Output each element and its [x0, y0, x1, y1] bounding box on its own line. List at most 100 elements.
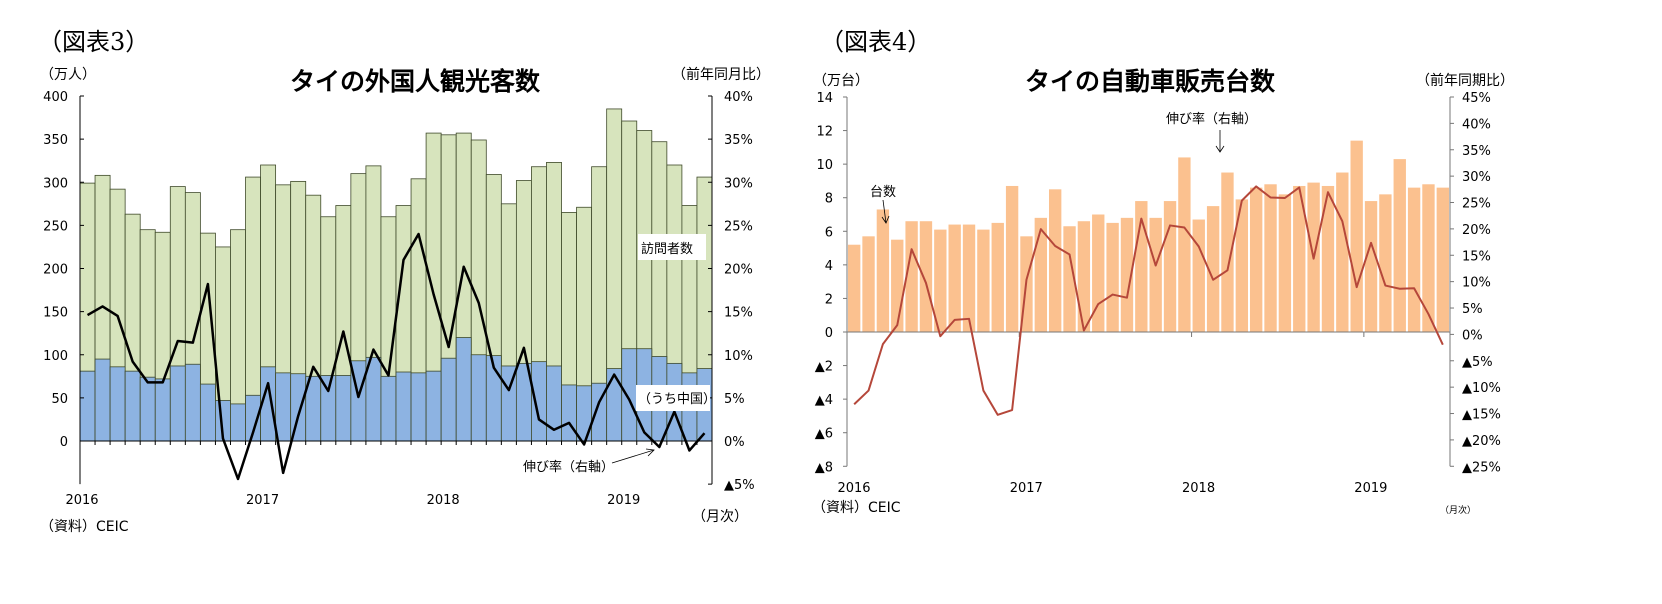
y-tick-label-right: 15% — [1462, 249, 1491, 264]
units-bar — [1178, 157, 1191, 332]
y-tick-label-left: 4 — [825, 259, 833, 274]
units-bar — [977, 229, 990, 332]
y-tick-label-right: ▲10% — [1462, 381, 1501, 396]
units-bar — [1278, 194, 1292, 332]
units-bar — [905, 221, 918, 332]
y-tick-label-left: 14 — [816, 91, 833, 106]
source-note: （資料）CEIC — [40, 519, 129, 535]
units-bar — [1250, 187, 1263, 332]
units-bar — [891, 239, 904, 332]
y-tick-label-right: 25% — [1462, 197, 1491, 212]
x-tick-label: 2019 — [1354, 481, 1387, 496]
units-bar — [962, 224, 976, 332]
units-bar — [1407, 187, 1421, 332]
y-tick-label-right: 10% — [1462, 276, 1491, 291]
china-bar — [184, 363, 201, 442]
growth-line — [86, 232, 706, 481]
y-tick-label-right: 30% — [1462, 170, 1491, 185]
chart-title: タイの外国人観光客数 — [289, 67, 541, 96]
china-bar — [290, 373, 307, 442]
china-bar — [124, 370, 141, 442]
y-tick-label-left: ▲4 — [815, 393, 833, 408]
china-bar — [470, 354, 487, 442]
units-bar — [1120, 217, 1134, 332]
units-bar — [1393, 159, 1406, 332]
figure-3-label: （図表3） — [38, 28, 150, 56]
growth-line — [853, 185, 1444, 416]
annotation-arrow — [882, 199, 887, 224]
label-box — [638, 234, 706, 260]
china-bar — [275, 372, 292, 442]
china-bar — [410, 372, 427, 442]
china-bar — [606, 368, 623, 442]
x-tick-label: 2016 — [837, 481, 870, 496]
units-bar — [991, 222, 1004, 332]
x-tick-label: 2018 — [1182, 481, 1215, 496]
units-bar — [1264, 184, 1277, 332]
units-bar — [1005, 185, 1019, 332]
units-bar — [1235, 199, 1248, 332]
y-tick-label-right: 20% — [1462, 223, 1491, 238]
y-tick-label-right: 15% — [724, 306, 753, 321]
y-tick-label-left: 100 — [43, 349, 68, 364]
y-tick-label-right: 35% — [1462, 144, 1491, 159]
label-box — [636, 385, 710, 411]
y-tick-label-left: 0 — [825, 326, 833, 341]
y-tick-label-left: 150 — [43, 306, 68, 321]
china-bar — [230, 403, 246, 442]
series-label-visitors: 訪問者数 — [641, 241, 693, 257]
y-tick-label-right: 45% — [1462, 91, 1491, 106]
china-bar — [109, 366, 126, 442]
units-bar — [1049, 189, 1062, 332]
series-label-china: （うち中国） — [638, 392, 716, 407]
chart-title: タイの自動車販売台数 — [1024, 67, 1276, 96]
y-tick-label-right: 0% — [1462, 328, 1483, 343]
units-bar — [1192, 219, 1205, 332]
y-tick-label-left: 8 — [825, 192, 833, 207]
y-tick-label-left: 400 — [43, 90, 68, 105]
china-bar — [455, 337, 472, 442]
units-bar — [934, 229, 947, 332]
china-bar — [320, 375, 337, 442]
china-bar — [395, 371, 412, 442]
y-tick-label-right: ▲5% — [724, 478, 755, 493]
china-bar — [621, 348, 638, 442]
series-label-growth: 伸び率（右軸） — [523, 459, 614, 475]
x-tick-label: 2017 — [1010, 481, 1043, 496]
y-tick-label-left: 50 — [51, 392, 68, 407]
series-label-units: 台数 — [870, 185, 896, 200]
china-bar — [335, 375, 352, 442]
y-tick-label-right: 5% — [724, 392, 745, 407]
china-bar — [531, 361, 547, 442]
y-tick-label-left: 10 — [816, 158, 833, 173]
y-tick-label-left: 12 — [816, 125, 833, 140]
y-tick-label-right: 10% — [724, 349, 753, 364]
units-bar — [1034, 217, 1047, 332]
china-bar — [440, 357, 457, 442]
y-tick-label-left: 300 — [43, 176, 68, 191]
units-bar — [1336, 172, 1349, 332]
china-bar — [154, 378, 171, 442]
y-tick-label-left: 0 — [60, 435, 68, 450]
units-bar — [1436, 187, 1449, 332]
x-axis-unit: （月次） — [1440, 506, 1477, 516]
units-bar — [1106, 222, 1119, 332]
units-bar — [1321, 185, 1335, 332]
y-tick-label-right: 40% — [1462, 117, 1491, 132]
arrow-head-icon — [881, 215, 890, 224]
china-bar — [199, 383, 216, 442]
y-tick-label-right: 25% — [724, 219, 753, 234]
x-tick-label: 2018 — [427, 493, 460, 508]
china-bar — [380, 375, 397, 442]
china-bar — [79, 370, 96, 442]
y-tick-label-left: 350 — [43, 133, 68, 148]
units-bar — [848, 244, 861, 332]
china-bar — [425, 370, 442, 442]
y-tick-label-right: 5% — [1462, 302, 1483, 317]
source-note: （資料）CEIC — [812, 500, 901, 516]
y-tick-label-right: 0% — [724, 435, 745, 450]
y-tick-label-left: ▲8 — [815, 460, 833, 475]
units-bar — [1092, 214, 1105, 332]
y-tick-label-left: ▲6 — [815, 427, 833, 442]
